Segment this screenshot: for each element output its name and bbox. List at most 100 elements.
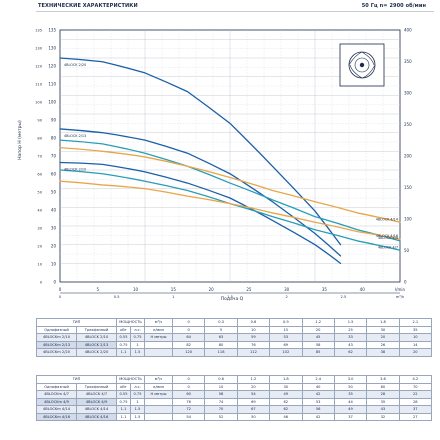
head-value: 53 [269, 333, 303, 342]
head-value: 56 [301, 405, 335, 414]
head-value: 43 [333, 340, 368, 349]
power-kw: 0.55 [116, 390, 131, 399]
curve-label: 4BLOCK 2/13 [64, 134, 86, 138]
power-hp: 1 [130, 340, 145, 349]
frequency-speed-label: 50 Гц n= 2900 об/мин [361, 3, 426, 9]
model-single-phase: 4BLOCKm 4/7 [36, 390, 77, 399]
model-single-phase: 4BLOCKm 4/16 [36, 412, 77, 421]
power-hp: 0.75 [130, 333, 145, 342]
y-tick-label: 60 [51, 172, 57, 177]
curve-label: 4BLOCK 2/10 [64, 168, 86, 172]
y-tick-label: 120 [48, 64, 56, 69]
col-type-header: ТИП [36, 318, 117, 327]
col-power-header: МОЩНОСТЬ [116, 318, 145, 327]
head-value: 82 [171, 340, 206, 349]
q-m3h-value: 1.2 [236, 375, 271, 384]
y-tick-label-secondary: 40 [37, 209, 42, 213]
right-tick-label: 400 [404, 28, 412, 33]
curve-4block-2-20 [59, 57, 342, 246]
q-lmin-value: 5 [204, 325, 238, 334]
q-lmin-value: 30 [269, 382, 303, 391]
curve-labels: 4BLOCK 2/20 4BLOCK 2/13 4BLOCK 2/10 4BLOCK … [64, 63, 398, 249]
y-tick-label: 50 [51, 190, 57, 195]
table-row: 4BLOCKm 2/10 4BLOCK 2/10 0.55 0.75 Н метры 64… [36, 333, 433, 342]
head-value: 58 [204, 390, 238, 399]
head-value: 43 [366, 405, 400, 414]
head-label [144, 412, 173, 421]
head-value: 46 [269, 412, 303, 421]
head-value: 70 [204, 405, 238, 414]
power-kw: 0.55 [116, 333, 131, 342]
y-tick-label: 130 [48, 46, 56, 51]
y-tick-label-secondary: 30 [37, 227, 42, 231]
col-power-header: МОЩНОСТЬ [116, 375, 145, 384]
power-hp: 1.5 [130, 405, 145, 414]
head-value: 42 [301, 390, 335, 399]
table-row: 4BLOCKm 4/16 4BLOCK 4/16 1.1 1.5 54 52 50 46 42 3… [36, 412, 433, 421]
col-kw: кВт [116, 325, 131, 334]
head-value: 112 [236, 348, 271, 357]
power-hp: 1.5 [130, 348, 145, 357]
head-value: 53 [301, 397, 335, 406]
q-lmin-value: 70 [398, 382, 433, 391]
head-value: 35 [333, 390, 368, 399]
head-label [144, 405, 173, 414]
head-value: 63 [204, 333, 238, 342]
x-tick-label-secondary: 1 [172, 295, 174, 299]
head-label [144, 340, 173, 349]
section-title: ТЕХНИЧЕСКИЕ ХАРАКТЕРИСТИКИ [38, 3, 138, 9]
y-tick-label-secondary: 110 [35, 83, 43, 87]
col-hp: л.с. [130, 325, 145, 334]
power-kw: 0.75 [116, 340, 131, 349]
head-value: 37 [333, 412, 368, 421]
y-tick-label-secondary: 60 [37, 173, 42, 177]
curve-4block-4-16 [59, 180, 401, 240]
chart-axes: 1351301201101009080706050403020100135130… [35, 28, 412, 300]
power-kw: 1.1 [116, 405, 131, 414]
y-tick-label: 10 [51, 262, 57, 267]
head-value: 50 [236, 412, 271, 421]
right-tick-label: 0 [404, 280, 407, 285]
x-tick-label: l/min [395, 287, 405, 292]
col-single-phase: Однофазный [36, 382, 77, 391]
curve-label: 4BLOCK 4/16 [376, 234, 398, 238]
head-value: 62 [333, 348, 368, 357]
head-value: 64 [171, 333, 206, 342]
head-label [144, 397, 173, 406]
q-m3h-value: 3.0 [333, 375, 368, 384]
q-m3h-value: 3.6 [366, 375, 400, 384]
right-tick-label: 350 [404, 59, 412, 64]
head-value: 76 [236, 340, 271, 349]
head-value: 33 [333, 333, 368, 342]
q-lmin-value: 40 [301, 382, 335, 391]
head-value: 14 [398, 340, 433, 349]
q-m3h-value: 0.9 [269, 318, 303, 327]
q-m3h-value: 0 [171, 375, 206, 384]
y-tick-label: 135 [48, 28, 56, 33]
model-three-phase: 4BLOCK 2/10 [76, 333, 117, 342]
y-tick-label: 100 [48, 100, 56, 105]
table-row: 4BLOCKm 4/7 4BLOCK 4/7 0.55 0.75 Н метры 60 58… [36, 390, 433, 399]
y-tick-label-secondary: 20 [37, 245, 42, 249]
q-lmin-value: 15 [269, 325, 303, 334]
x-tick-label-secondary: 1.5 [227, 295, 233, 299]
head-value: 45 [301, 333, 335, 342]
q-lmin-value: 10 [204, 382, 238, 391]
model-three-phase: 4BLOCK 4/9 [76, 397, 117, 406]
x-tick-label-secondary: 0 [59, 295, 62, 299]
head-value: 20 [398, 348, 433, 357]
q-m3h-label: м³/ч [144, 318, 173, 327]
model-single-phase: 4BLOCKm 4/9 [36, 397, 77, 406]
y-axis-title: Напор Н (метры) [17, 120, 23, 160]
y-tick-label: 70 [51, 154, 57, 159]
curve-4block-4-9 [59, 139, 401, 242]
head-value: 69 [236, 397, 271, 406]
head-value: 62 [269, 397, 303, 406]
x-tick-label: 35 [322, 287, 328, 292]
y-tick-label: 90 [51, 118, 57, 123]
head-value: 10 [398, 333, 433, 342]
head-value: 28 [366, 390, 400, 399]
q-m3h-value: 2.1 [398, 318, 433, 327]
head-value: 58 [301, 340, 335, 349]
